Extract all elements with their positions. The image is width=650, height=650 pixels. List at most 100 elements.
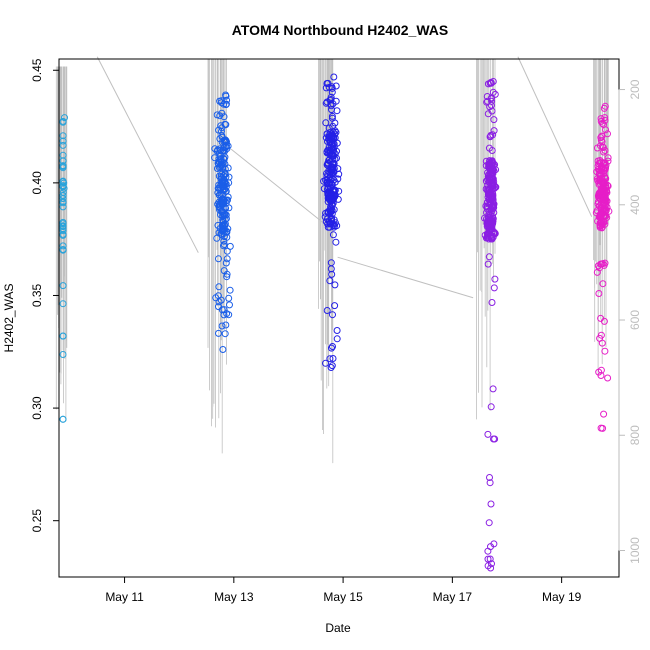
x-tick-label: May 11 xyxy=(105,590,144,604)
data-point xyxy=(325,124,333,132)
data-point xyxy=(225,311,233,319)
data-point xyxy=(59,183,67,191)
data-point xyxy=(328,197,336,205)
data-point xyxy=(595,167,603,175)
data-point xyxy=(597,158,605,166)
data-point xyxy=(322,99,330,107)
data-point xyxy=(489,385,497,393)
data-point xyxy=(219,209,227,217)
data-point xyxy=(488,299,496,306)
data-point xyxy=(490,127,498,135)
data-point xyxy=(215,255,222,263)
data-point xyxy=(597,136,605,144)
data-point xyxy=(484,555,492,563)
data-point xyxy=(595,290,603,297)
data-point xyxy=(488,101,495,109)
data-point xyxy=(226,242,234,250)
data-point xyxy=(213,147,221,155)
data-point xyxy=(484,97,492,105)
data-point xyxy=(218,322,226,330)
data-point xyxy=(491,90,499,98)
y2-tick-label: 600 xyxy=(628,310,642,330)
data-point xyxy=(326,206,334,214)
data-point xyxy=(329,355,337,362)
data-point xyxy=(597,366,605,374)
data-point xyxy=(490,116,498,124)
data-point xyxy=(598,190,606,198)
data-point xyxy=(488,235,495,243)
data-point xyxy=(331,302,339,310)
data-point xyxy=(598,189,606,197)
data-point xyxy=(597,134,605,142)
data-point xyxy=(215,283,223,291)
data-point xyxy=(604,182,612,190)
y-axis-label: H2402_WAS xyxy=(2,284,16,353)
data-point xyxy=(488,97,496,105)
data-point xyxy=(329,231,337,239)
x-tick-label: May 15 xyxy=(323,590,363,604)
x-axis: May 11 May 13 May 15 May 17 May 19 xyxy=(105,577,582,604)
data-point xyxy=(486,555,494,563)
data-point xyxy=(216,135,224,143)
data-point xyxy=(486,158,494,166)
data-point xyxy=(488,169,496,177)
data-point xyxy=(226,301,233,309)
data-point xyxy=(329,140,337,148)
data-point xyxy=(333,107,341,115)
data-point xyxy=(487,216,495,224)
data-point xyxy=(59,118,67,126)
data-point xyxy=(328,144,335,152)
data-point xyxy=(328,344,335,352)
data-point xyxy=(332,238,340,246)
data-point xyxy=(600,121,607,128)
data-point xyxy=(221,216,229,224)
data-point xyxy=(59,351,67,358)
data-point xyxy=(491,275,499,283)
data-point xyxy=(329,343,336,350)
data-point xyxy=(59,300,67,308)
data-point xyxy=(486,226,494,234)
data-point xyxy=(59,246,67,253)
data-point xyxy=(599,178,607,186)
data-point xyxy=(323,307,331,314)
data-point xyxy=(328,362,336,370)
data-point xyxy=(328,84,336,92)
y-tick-label: 0.35 xyxy=(30,283,44,307)
data-point xyxy=(486,474,493,481)
y2-tick-label: 1000 xyxy=(628,537,642,564)
data-point xyxy=(327,259,335,267)
data-point xyxy=(221,221,228,229)
data-point xyxy=(60,184,68,192)
data-point xyxy=(601,114,609,122)
data-point xyxy=(220,154,228,162)
data-point xyxy=(484,110,492,118)
data-point xyxy=(225,294,233,302)
data-point xyxy=(328,88,336,96)
plot-frame xyxy=(58,58,620,578)
data-point xyxy=(326,277,334,285)
data-point xyxy=(322,119,330,127)
data-point xyxy=(487,564,495,572)
data-point xyxy=(597,115,605,123)
data-point xyxy=(481,214,488,222)
data-point xyxy=(329,155,337,163)
data-point xyxy=(326,196,334,204)
y-tick-label: 0.30 xyxy=(30,396,44,420)
data-point xyxy=(330,135,338,143)
data-point xyxy=(490,200,498,208)
data-point xyxy=(325,83,333,91)
data-point xyxy=(601,347,609,355)
data-point xyxy=(597,170,605,178)
data-point xyxy=(59,203,67,211)
data-point xyxy=(59,163,67,170)
data-point xyxy=(597,260,605,268)
data-point xyxy=(489,166,497,174)
data-point xyxy=(601,174,609,182)
data-point xyxy=(322,176,330,184)
data-point xyxy=(327,364,335,371)
data-point xyxy=(482,202,490,210)
data-point xyxy=(489,78,497,85)
secondary-y-axis: 200 400 600 800 1000 xyxy=(618,79,642,564)
data-point xyxy=(59,218,67,226)
data-point xyxy=(326,355,334,363)
